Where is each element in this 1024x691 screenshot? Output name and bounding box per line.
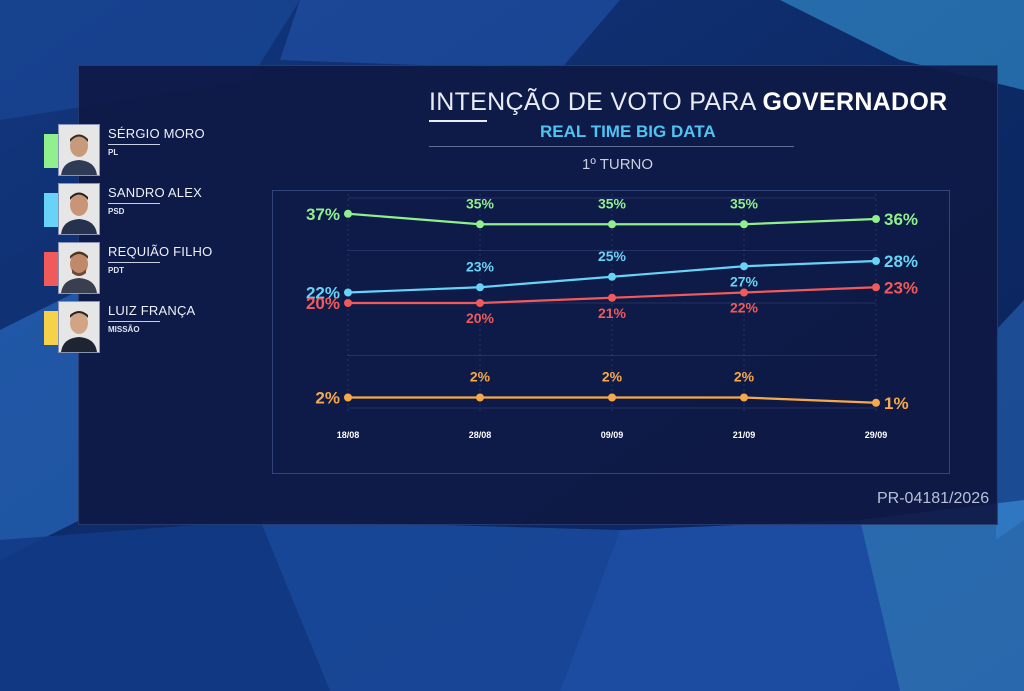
legend-name: SANDRO ALEX: [108, 185, 202, 200]
data-label: 20%: [306, 294, 340, 313]
data-point: [740, 393, 748, 402]
legend-swatch: [44, 134, 58, 168]
data-point: [344, 288, 352, 297]
round-label: 1º TURNO: [582, 156, 654, 173]
data-point: [608, 393, 616, 402]
chart-panel: [78, 65, 998, 525]
registration-code: PR-04181/2026: [877, 490, 990, 507]
data-label: 20%: [466, 310, 495, 326]
legend-divider: [108, 203, 160, 204]
legend-swatch: [44, 252, 58, 286]
data-point: [476, 393, 484, 402]
avatar: [58, 183, 100, 235]
data-label: 2%: [602, 369, 623, 385]
legend-divider: [108, 262, 160, 263]
legend-swatch: [44, 193, 58, 227]
x-tick-label: 29/09: [865, 430, 888, 440]
data-point: [872, 283, 880, 292]
legend-party: PDT: [108, 266, 124, 275]
data-label: 23%: [466, 258, 495, 274]
legend-item-luiz-franca: LUIZ FRANÇA MISSÃO: [44, 301, 244, 353]
avatar: [58, 124, 100, 176]
legend-name: REQUIÃO FILHO: [108, 244, 213, 259]
data-point: [344, 299, 352, 307]
data-label: 25%: [598, 248, 627, 264]
x-tick-label: 21/09: [733, 430, 756, 440]
data-point: [608, 220, 616, 229]
legend-item-requiao-filho: REQUIÃO FILHO PDT: [44, 242, 244, 294]
legend-swatch: [44, 311, 58, 345]
data-label: 35%: [730, 195, 759, 211]
data-point: [608, 293, 616, 302]
x-tick-label: 09/09: [601, 430, 624, 440]
data-label: 22%: [730, 300, 759, 316]
legend-divider: [108, 321, 160, 322]
legend-divider: [108, 144, 160, 145]
data-label: 2%: [315, 389, 340, 408]
plot-frame: [272, 190, 950, 474]
data-point: [476, 220, 484, 229]
data-label: 2%: [470, 369, 491, 385]
data-point: [872, 257, 880, 265]
legend-name: LUIZ FRANÇA: [108, 303, 196, 318]
title-light: INTENÇÃO DE VOTO PARA: [429, 88, 763, 116]
chart-subtitle: REAL TIME BIG DATA: [540, 122, 716, 141]
title-accent-line: [429, 120, 487, 122]
data-label: 28%: [884, 252, 918, 271]
data-point: [344, 209, 352, 218]
data-label: 37%: [306, 205, 340, 224]
x-tick-label: 18/08: [337, 430, 360, 440]
legend-name: SÉRGIO MORO: [108, 126, 205, 141]
data-label: 35%: [598, 195, 627, 211]
legend-party: PL: [108, 148, 119, 157]
data-point: [740, 288, 748, 297]
data-point: [476, 283, 484, 292]
data-point: [740, 262, 748, 271]
line-chart: 18/08 28/08 09/09 21/09 29/09 37% 35% 35% 35% 36%…: [272, 190, 950, 474]
data-point: [872, 398, 880, 407]
title-bold: GOVERNADOR: [762, 88, 948, 116]
chart-title: INTENÇÃO DE VOTO PARA GOVERNADOR: [429, 88, 948, 117]
x-tick-label: 28/08: [469, 430, 492, 440]
title-divider: [429, 146, 794, 147]
avatar: [58, 242, 100, 294]
data-label: 36%: [884, 210, 918, 229]
data-point: [872, 215, 880, 223]
data-label: 1%: [884, 394, 909, 413]
data-point: [608, 272, 616, 281]
legend-item-sergio-moro: SÉRGIO MORO PL: [44, 124, 244, 176]
legend-party: PSD: [108, 207, 125, 216]
data-label: 27%: [730, 273, 759, 289]
data-point: [344, 393, 352, 402]
data-label: 2%: [734, 369, 755, 385]
data-label: 22%: [306, 284, 340, 303]
legend-item-sandro-alex: SANDRO ALEX PSD: [44, 183, 244, 235]
data-label: 21%: [598, 305, 627, 321]
data-label: 35%: [466, 195, 495, 211]
avatar: [58, 301, 100, 353]
data-label: 23%: [884, 278, 918, 297]
legend-party: MISSÃO: [108, 325, 140, 334]
data-point: [476, 299, 484, 307]
data-point: [740, 220, 748, 229]
